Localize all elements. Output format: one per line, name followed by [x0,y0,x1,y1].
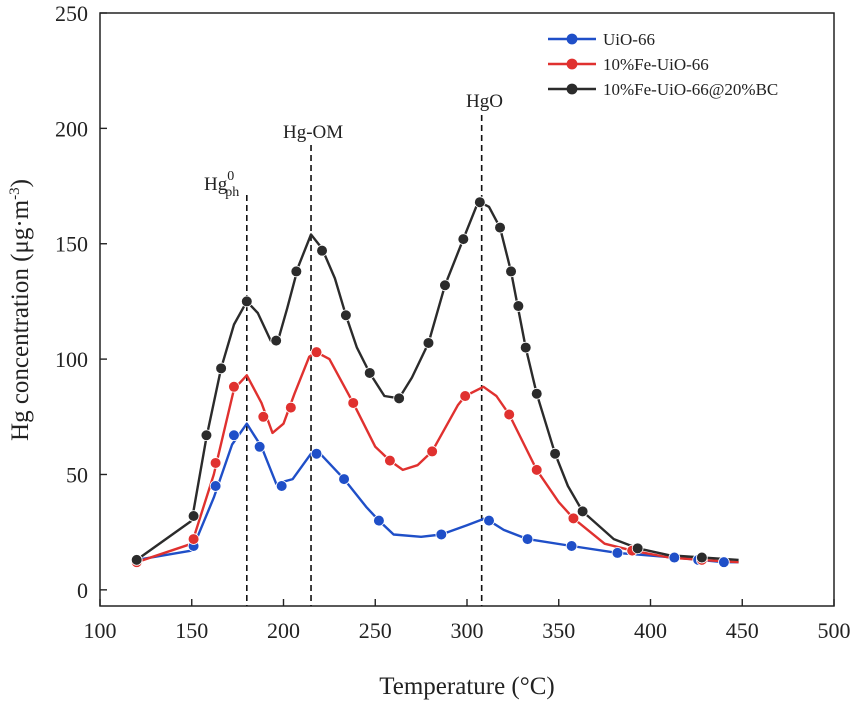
data-point [567,512,580,525]
annotation-labels: Hg0 ph Hg-OM HgO [204,91,503,200]
x-axis-title: Temperature (°C) [379,673,555,700]
data-point [393,392,405,405]
data-point [275,480,288,492]
data-point [347,397,360,409]
y-axis-title-sup: -3 [7,187,23,200]
x-tick-label: 250 [359,618,392,643]
data-point [505,265,517,278]
legend-label: 10%Fe-UiO-66 [603,55,709,74]
data-point [270,334,282,347]
x-tick-label: 300 [451,618,484,643]
data-point [565,540,578,552]
data-point [494,221,506,234]
data-point [521,533,534,545]
data-point [474,196,486,209]
data-point [696,551,708,564]
y-tick-label: 50 [66,462,88,487]
data-point [310,447,323,460]
y-tick-label: 150 [55,232,88,257]
data-point [363,367,376,379]
x-axis: 100 150 200 250 300 350 400 450 500 [84,599,851,643]
x-tick-label: 150 [175,618,208,643]
data-point [340,309,352,322]
series-layer [130,196,739,568]
x-tick-label: 350 [542,618,575,643]
data-point [228,380,240,393]
annotation-hg0ph-sup: 0 [227,169,234,184]
data-point [718,556,730,568]
legend-label: UiO-66 [603,30,655,49]
data-point [503,408,516,421]
data-point [200,429,213,442]
data-point [426,445,438,458]
x-tick-label: 500 [818,618,851,643]
annotation-hg0ph-main: Hg [204,174,228,195]
legend: UiO-66 10%Fe-UiO-66 10%Fe-UiO-66@20%BC [548,30,778,99]
data-point [209,480,222,492]
data-point [253,440,266,453]
data-point [439,279,451,292]
legend-label: 10%Fe-UiO-66@20%BC [603,80,778,99]
y-tick-label: 200 [55,116,88,141]
legend-item-uio66: UiO-66 [548,30,655,49]
data-point [435,528,448,541]
y-tick-label: 250 [55,1,88,26]
data-point [338,473,350,485]
x-tick-label: 400 [634,618,667,643]
x-tick-label: 200 [267,618,300,643]
y-axis: 0 50 100 150 200 250 [55,1,107,603]
data-point [576,505,589,518]
legend-item-fe-uio66-bc: 10%Fe-UiO-66@20%BC [548,80,778,99]
data-point [549,447,561,460]
legend-swatch-marker [566,58,578,70]
data-point [310,346,323,358]
legend-item-fe-uio66: 10%Fe-UiO-66 [548,55,709,74]
y-axis-title-close: ) [7,179,34,187]
data-point [519,341,532,354]
data-point [290,265,303,278]
data-point [187,533,200,545]
data-point [215,362,227,375]
annotation-hg-om: Hg-OM [283,122,343,143]
data-point [422,337,435,349]
data-point [459,390,471,402]
data-point [611,547,624,559]
series-line [136,201,739,562]
x-tick-label: 100 [84,618,117,643]
series-line [136,422,739,564]
data-point [187,510,200,522]
annotation-hg0ph-sub: ph [225,185,239,200]
data-point [241,295,253,308]
y-tick-label: 0 [77,578,88,603]
data-point [483,514,495,527]
data-point [228,429,240,442]
y-axis-title-main: Hg concentration (μg·m [7,199,34,441]
data-point [512,300,525,312]
data-point [285,401,297,414]
y-axis-title: Hg concentration (μg·m-3) [7,179,34,441]
data-point [130,554,143,566]
y-tick-label: 100 [55,347,88,372]
data-point [384,454,396,467]
legend-swatch-marker [566,83,578,95]
data-point [209,457,222,469]
annotation-hgo: HgO [466,91,503,112]
data-point [631,542,644,555]
annotation-hg0ph: Hg0 ph [204,169,239,200]
data-point [668,551,681,564]
data-point [373,514,385,527]
legend-swatch-marker [566,33,578,45]
x-tick-label: 450 [726,618,759,643]
data-point [457,233,470,245]
data-point [530,464,543,476]
data-point [316,244,328,257]
data-point [257,410,270,423]
data-point [530,387,543,400]
